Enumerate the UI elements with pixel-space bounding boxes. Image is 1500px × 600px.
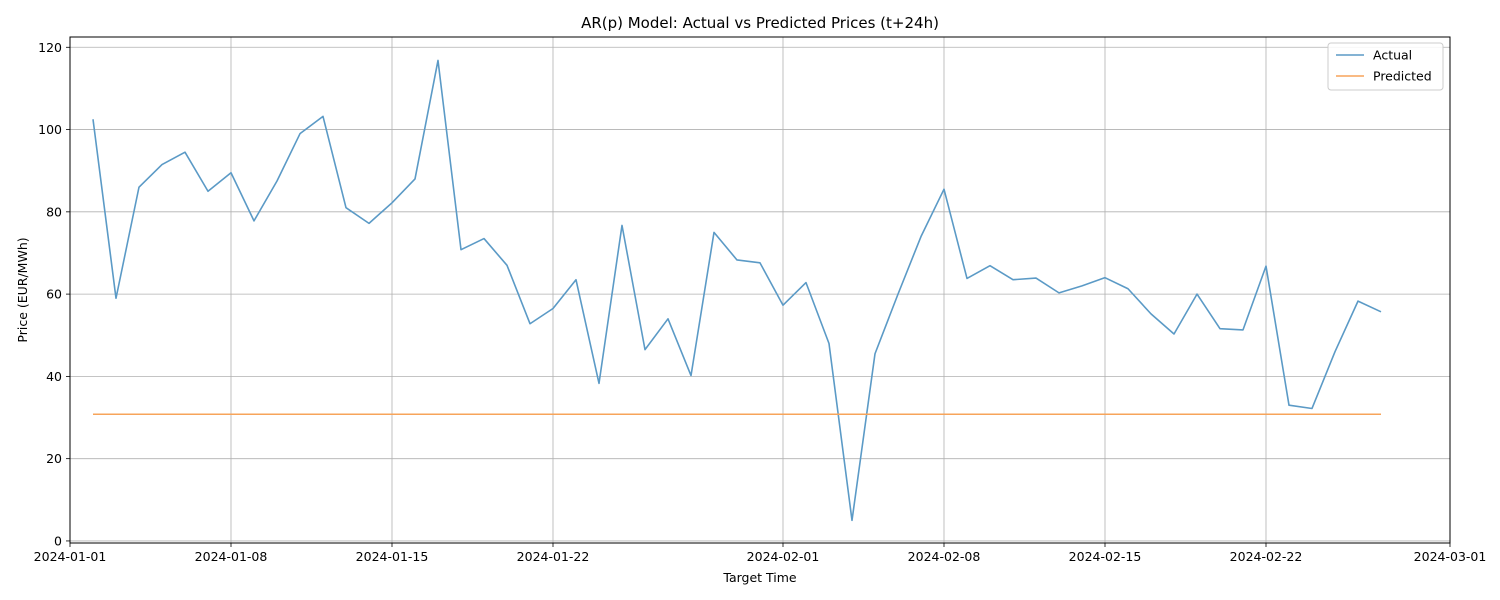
legend: Actual Predicted [1327,42,1444,91]
legend-label-predicted: Predicted [1373,69,1432,84]
x-axis-label: Target Time [722,570,797,585]
y-tick-label: 40 [46,369,62,384]
y-tick-label: 100 [38,122,62,137]
plot-frame [69,36,1451,544]
chart-title: AR(p) Model: Actual vs Predicted Prices … [581,14,939,32]
grid [69,37,1451,543]
x-tick-label: 2024-02-08 [908,549,981,564]
y-tick-label: 60 [46,287,62,302]
y-tick-label: 0 [54,533,62,548]
series-lines [92,59,1382,522]
y-tick-label: 80 [46,204,62,219]
series-line-actual [92,59,1382,522]
y-tick-label: 20 [46,451,62,466]
y-axis-label: Price (EUR/MWh) [15,237,30,342]
x-tick-label: 2024-02-15 [1069,549,1142,564]
x-tick-label: 2024-01-01 [34,549,107,564]
x-tick-label: 2024-01-22 [517,549,590,564]
x-tick-label: 2024-02-22 [1230,549,1303,564]
x-tick-label: 2024-03-01 [1414,549,1487,564]
axes: 2024-01-01 2024-01-08 2024-01-15 2024-01-22… [34,40,1487,564]
y-tick-label: 120 [38,40,62,55]
x-tick-label: 2024-01-08 [195,549,268,564]
x-tick-label: 2024-01-15 [356,549,429,564]
x-tick-label: 2024-02-01 [747,549,820,564]
legend-label-actual: Actual [1373,48,1412,63]
